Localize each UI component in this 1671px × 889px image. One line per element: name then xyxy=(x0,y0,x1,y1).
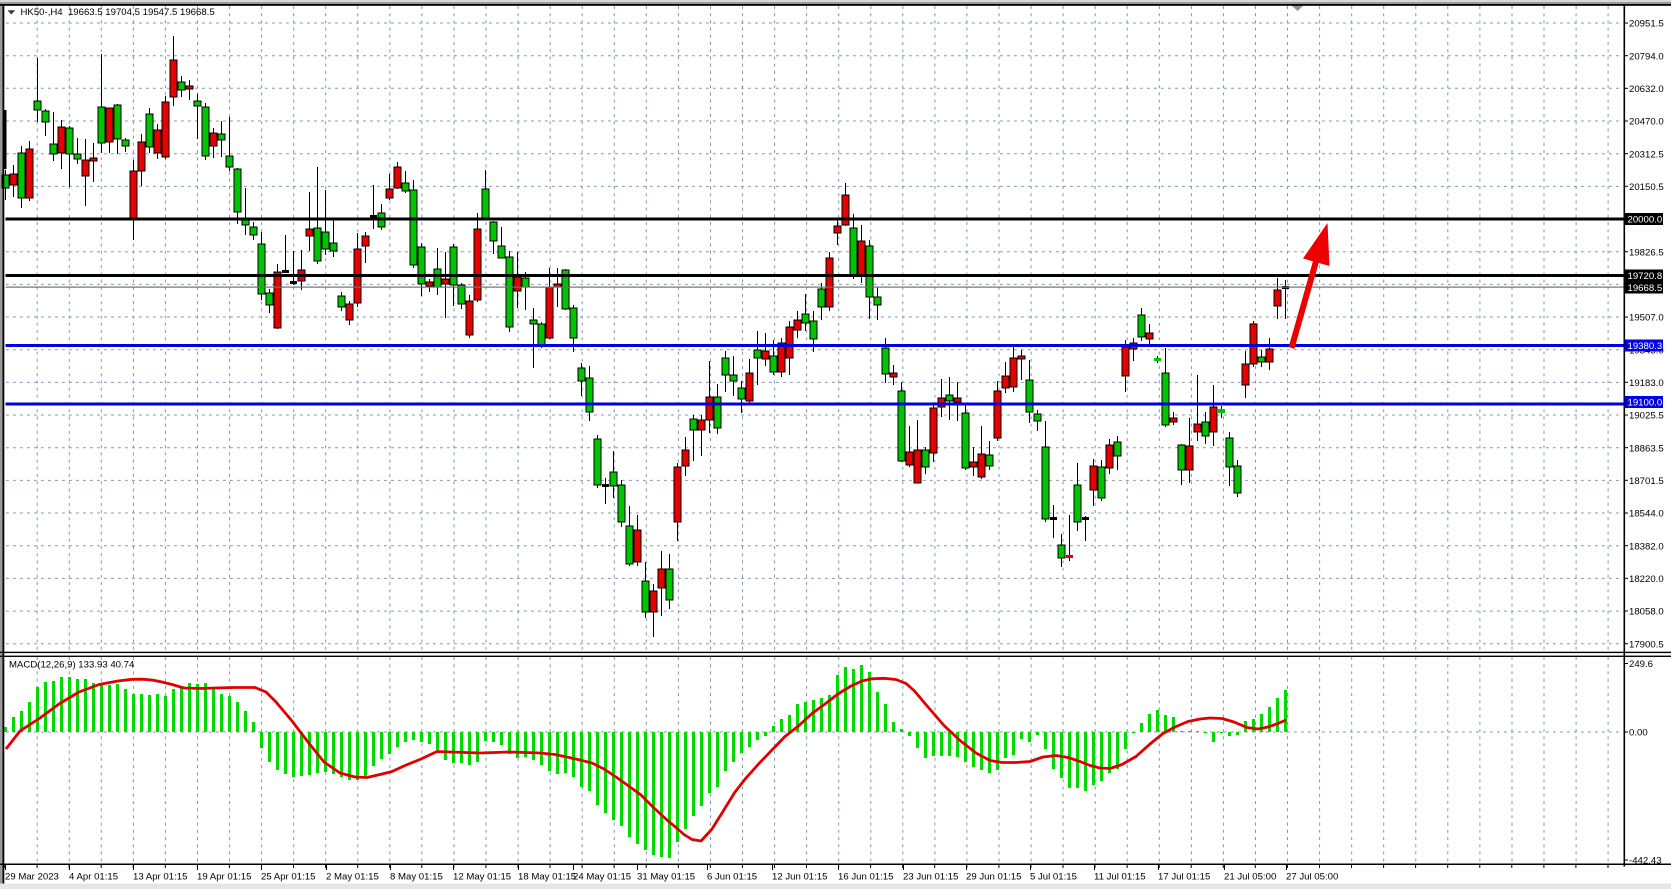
svg-text:19025.5: 19025.5 xyxy=(1629,411,1664,422)
svg-text:20000.0: 20000.0 xyxy=(1628,215,1663,226)
svg-text:20312.5: 20312.5 xyxy=(1629,149,1664,160)
svg-text:19507.0: 19507.0 xyxy=(1629,313,1664,324)
svg-text:19100.0: 19100.0 xyxy=(1628,398,1663,409)
svg-text:18863.5: 18863.5 xyxy=(1629,443,1664,454)
svg-text:12 May 01:15: 12 May 01:15 xyxy=(453,872,511,883)
svg-text:18544.0: 18544.0 xyxy=(1629,509,1664,520)
svg-text:19 Apr 01:15: 19 Apr 01:15 xyxy=(197,872,251,883)
svg-text:20632.0: 20632.0 xyxy=(1629,84,1664,95)
svg-text:25 Apr 01:15: 25 Apr 01:15 xyxy=(261,872,315,883)
svg-text:19826.5: 19826.5 xyxy=(1629,247,1664,258)
svg-text:23 Jun 01:15: 23 Jun 01:15 xyxy=(903,872,958,883)
svg-text:19183.0: 19183.0 xyxy=(1629,378,1664,389)
svg-text:18701.5: 18701.5 xyxy=(1629,476,1664,487)
svg-text:8 May 01:15: 8 May 01:15 xyxy=(390,872,443,883)
svg-text:2 May 01:15: 2 May 01:15 xyxy=(326,872,379,883)
svg-text:6 Jun 01:15: 6 Jun 01:15 xyxy=(707,872,757,883)
svg-text:20794.0: 20794.0 xyxy=(1629,51,1664,62)
svg-text:18382.0: 18382.0 xyxy=(1629,541,1664,552)
svg-text:5 Jul 01:15: 5 Jul 01:15 xyxy=(1030,872,1077,883)
svg-text:29 Jun 01:15: 29 Jun 01:15 xyxy=(966,872,1021,883)
svg-text:29 Mar 2023: 29 Mar 2023 xyxy=(5,872,59,883)
svg-text:-442.43: -442.43 xyxy=(1629,856,1662,867)
svg-text:HK50-,H4 19663.5 19704.5 1954: HK50-,H4 19663.5 19704.5 19547.5 19668.5 xyxy=(21,7,215,18)
svg-text:11 Jul 01:15: 11 Jul 01:15 xyxy=(1094,872,1146,883)
svg-text:20150.5: 20150.5 xyxy=(1629,182,1664,193)
svg-text:4 Apr 01:15: 4 Apr 01:15 xyxy=(69,872,118,883)
svg-text:12 Jun 01:15: 12 Jun 01:15 xyxy=(772,872,827,883)
svg-text:0.00: 0.00 xyxy=(1629,728,1648,739)
svg-text:MACD(12,26,9) 133.93 40.74: MACD(12,26,9) 133.93 40.74 xyxy=(9,660,135,671)
svg-text:24 May 01:15: 24 May 01:15 xyxy=(573,872,631,883)
svg-text:31 May 01:15: 31 May 01:15 xyxy=(637,872,695,883)
svg-text:27 Jul 05:00: 27 Jul 05:00 xyxy=(1286,872,1338,883)
svg-text:17900.5: 17900.5 xyxy=(1629,639,1664,650)
svg-text:19668.5: 19668.5 xyxy=(1628,283,1663,294)
svg-text:17 Jul 01:15: 17 Jul 01:15 xyxy=(1158,872,1210,883)
svg-text:20951.5: 20951.5 xyxy=(1629,19,1664,30)
svg-text:20470.0: 20470.0 xyxy=(1629,117,1664,128)
svg-text:19380.3: 19380.3 xyxy=(1628,341,1663,352)
svg-text:18220.0: 18220.0 xyxy=(1629,574,1664,585)
svg-text:13 Apr 01:15: 13 Apr 01:15 xyxy=(133,872,187,883)
svg-text:18058.0: 18058.0 xyxy=(1629,607,1664,618)
svg-text:18 May 01:15: 18 May 01:15 xyxy=(518,872,576,883)
svg-text:19720.8: 19720.8 xyxy=(1628,271,1663,282)
svg-text:21 Jul 05:00: 21 Jul 05:00 xyxy=(1224,872,1276,883)
svg-text:249.6: 249.6 xyxy=(1629,659,1653,670)
svg-text:16 Jun 01:15: 16 Jun 01:15 xyxy=(838,872,893,883)
